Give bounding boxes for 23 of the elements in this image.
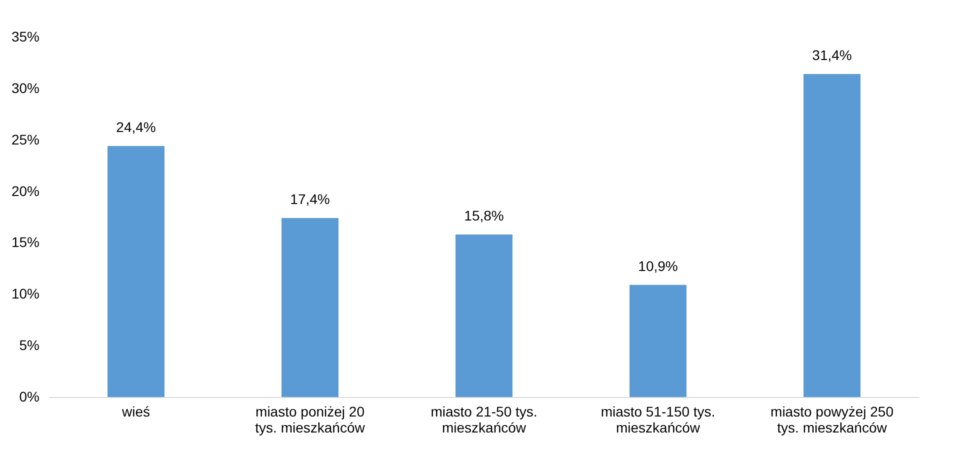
data-label: 31,4% [812, 47, 852, 64]
y-tick-label: 35% [11, 28, 40, 44]
y-tick-label: 25% [11, 131, 40, 148]
bar [456, 234, 512, 397]
y-tick-label: 10% [11, 286, 40, 302]
y-tick-label: 30% [11, 80, 40, 96]
x-tick-label: miasto 21-50 tys. mieszkańców [430, 404, 538, 436]
x-tick-label: miasto poniżej 20 tys. mieszkańców [255, 404, 366, 436]
bar [282, 218, 338, 397]
data-label: 17,4% [290, 191, 330, 208]
y-tick-label: 20% [11, 182, 40, 199]
x-tick-label: miasto 51-150 tys. mieszkańców [600, 404, 716, 436]
data-label: 10,9% [638, 258, 678, 274]
y-tick-label: 5% [19, 337, 40, 354]
bar [630, 284, 686, 397]
bar [108, 146, 164, 397]
y-tick-label: 15% [11, 234, 40, 250]
data-label: 15,8% [464, 207, 504, 224]
y-tick-label: 0% [19, 388, 40, 404]
x-tick-label: miasto powyżej 250 tys. mieszkańców [770, 404, 894, 436]
data-label: 24,4% [116, 119, 156, 136]
x-tick-label: wieś [120, 404, 150, 420]
bar [804, 74, 860, 397]
